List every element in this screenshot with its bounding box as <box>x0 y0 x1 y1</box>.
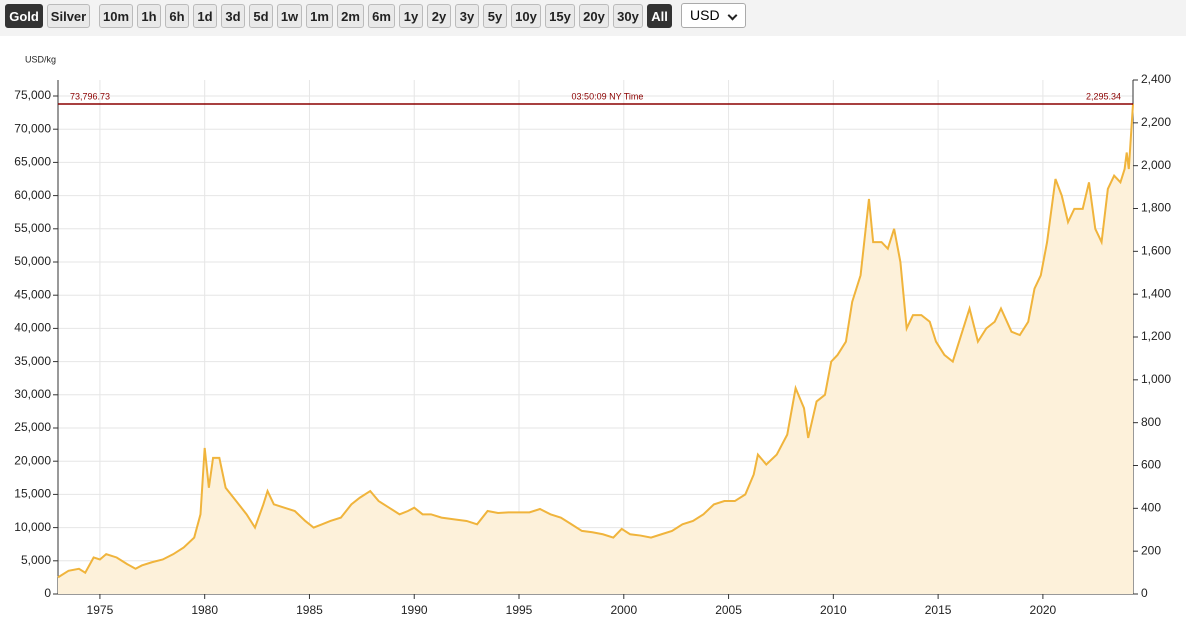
y2-tick-label: 200 <box>1141 543 1161 557</box>
x-tick-label: 1995 <box>506 603 533 617</box>
x-tick-label: 2015 <box>925 603 952 617</box>
y-tick-label: 5,000 <box>21 553 51 567</box>
y2-tick-label: 1,000 <box>1141 372 1171 386</box>
toolbar-button[interactable]: 1h <box>137 4 161 28</box>
reference-right-label: 2,295.34 <box>1086 91 1121 101</box>
toolbar-button[interactable]: 1m <box>306 4 333 28</box>
y-tick-label: 40,000 <box>14 321 51 335</box>
toolbar-button[interactable]: 3y <box>455 4 479 28</box>
x-tick-label: 1975 <box>87 603 114 617</box>
currency-select[interactable]: USD <box>681 3 746 28</box>
y-tick-label: 70,000 <box>14 121 51 135</box>
y-tick-label: 65,000 <box>14 155 51 169</box>
y-tick-label: 60,000 <box>14 188 51 202</box>
y-tick-label: 20,000 <box>14 453 51 467</box>
y2-tick-label: 400 <box>1141 501 1161 515</box>
toolbar-button[interactable]: 2m <box>337 4 364 28</box>
y2-tick-label: 1,800 <box>1141 201 1171 215</box>
toolbar-button[interactable]: 6m <box>368 4 395 28</box>
toolbar-button[interactable]: 3d <box>221 4 245 28</box>
toolbar-button[interactable]: All <box>647 4 672 28</box>
y-tick-label: 15,000 <box>14 487 51 501</box>
x-tick-label: 2005 <box>715 603 742 617</box>
toolbar-button[interactable]: 1d <box>193 4 217 28</box>
toolbar-button[interactable]: 30y <box>613 4 643 28</box>
toolbar-button[interactable]: 2y <box>427 4 451 28</box>
x-tick-label: 2020 <box>1030 603 1057 617</box>
x-tick-label: 2000 <box>610 603 637 617</box>
y2-tick-label: 2,000 <box>1141 158 1171 172</box>
toolbar-button[interactable]: 10y <box>511 4 541 28</box>
toolbar-button[interactable]: 10m <box>99 4 133 28</box>
y-tick-label: 50,000 <box>14 254 51 268</box>
toolbar-button[interactable]: 5y <box>483 4 507 28</box>
reference-time: 03:50:09 NY Time <box>572 91 644 101</box>
y-axis-label: USD/kg <box>25 54 56 64</box>
toolbar-button[interactable]: 5d <box>249 4 273 28</box>
x-tick-label: 1985 <box>296 603 323 617</box>
y2-tick-label: 1,200 <box>1141 329 1171 343</box>
toolbar: Gold Silver 10m 1h 6h 1d 3d 5d 1w 1m 2m 6m 1y 2y 3y 5y 1… <box>0 0 1186 36</box>
y2-tick-label: 2,200 <box>1141 115 1171 129</box>
y-tick-label: 0 <box>44 586 51 600</box>
y-tick-label: 75,000 <box>14 88 51 102</box>
toolbar-button[interactable]: Gold <box>5 4 43 28</box>
y-tick-label: 55,000 <box>14 221 51 235</box>
area <box>58 103 1133 594</box>
toolbar-button[interactable]: 6h <box>165 4 189 28</box>
toolbar-button[interactable]: 1w <box>277 4 302 28</box>
toolbar-button[interactable]: 20y <box>579 4 609 28</box>
y-tick-label: 25,000 <box>14 420 51 434</box>
y2-tick-label: 600 <box>1141 458 1161 472</box>
y2-tick-label: 1,600 <box>1141 244 1171 258</box>
y2-tick-label: 1,400 <box>1141 286 1171 300</box>
toolbar-button[interactable]: Silver <box>47 4 90 28</box>
y-tick-label: 10,000 <box>14 520 51 534</box>
y2-tick-label: 2,400 <box>1141 72 1171 86</box>
y2-tick-label: 0 <box>1141 586 1148 600</box>
y2-tick-label: 800 <box>1141 415 1161 429</box>
y-tick-label: 30,000 <box>14 387 51 401</box>
x-tick-label: 1980 <box>191 603 218 617</box>
line <box>57 103 1134 579</box>
chart: USD/kg 0 5,000 10,000 15,000 20,000 25,000 30,0… <box>14 54 1171 617</box>
toolbar-button[interactable]: 1y <box>399 4 423 28</box>
reference-left-label: 73,796.73 <box>70 91 110 101</box>
y-tick-label: 35,000 <box>14 354 51 368</box>
x-tick-label: 1990 <box>401 603 428 617</box>
x-tick-label: 2010 <box>820 603 847 617</box>
toolbar-button[interactable]: 15y <box>545 4 575 28</box>
y-tick-label: 45,000 <box>14 287 51 301</box>
